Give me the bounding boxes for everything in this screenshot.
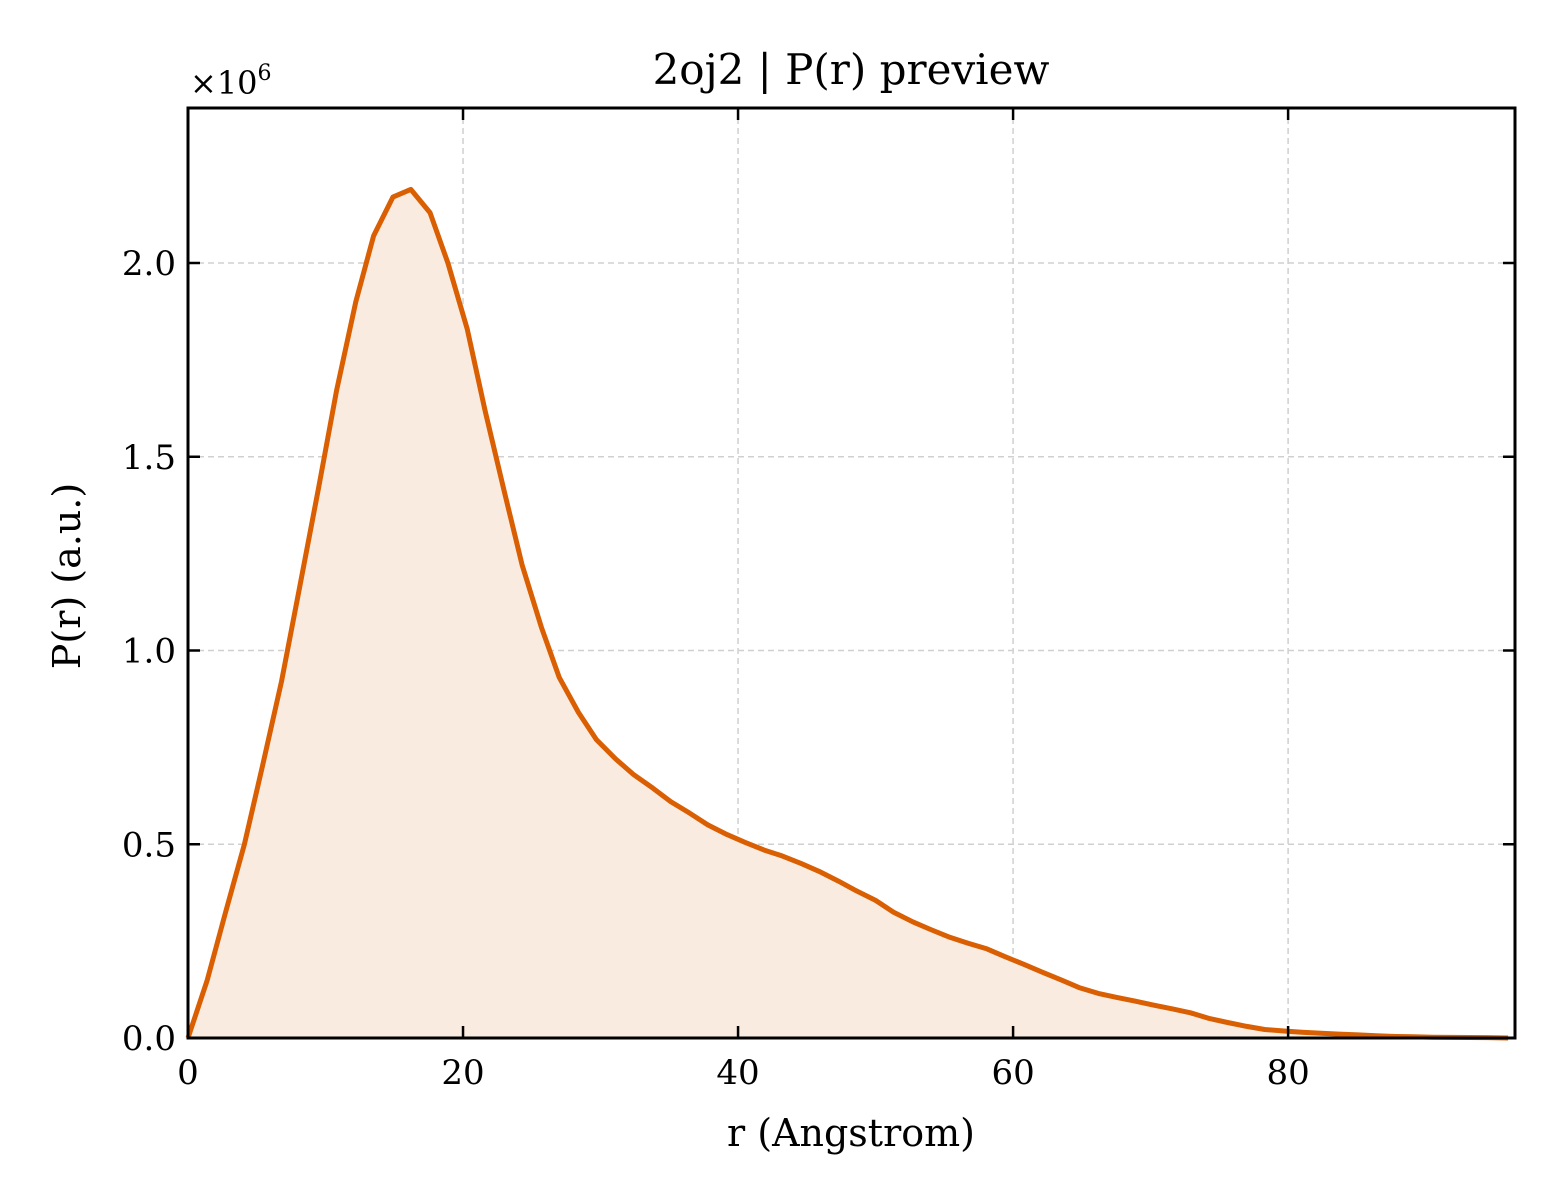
x-axis-title: r (Angstrom)	[727, 1111, 975, 1155]
x-tick-label: 40	[716, 1053, 759, 1093]
y-multiplier-base: ×10	[190, 64, 258, 102]
y-multiplier: ×106	[190, 61, 272, 102]
y-tick-label: 2.0	[122, 244, 176, 284]
y-axis-title: P(r) (a.u.)	[45, 483, 89, 669]
y-tick-label: 0.5	[122, 825, 176, 865]
y-tick-label: 1.5	[122, 438, 176, 478]
plot-frame	[186, 106, 1517, 1040]
tick-labels: 0 20 40 60 80 0.0 0.5 1.0 1.5 2.0	[122, 244, 1310, 1093]
y-tick-label: 0.0	[122, 1019, 176, 1059]
area-fill	[188, 189, 1509, 1038]
y-multiplier-exponent: 6	[258, 61, 272, 86]
x-tick-label: 80	[1266, 1053, 1309, 1093]
y-tick-label: 1.0	[122, 632, 176, 672]
x-tick-label: 60	[991, 1053, 1034, 1093]
x-tick-label: 20	[441, 1053, 484, 1093]
axis-ticks	[186, 108, 1515, 1040]
x-tick-label: 0	[177, 1053, 199, 1093]
chart-title: 2oj2 | P(r) preview	[653, 45, 1050, 94]
